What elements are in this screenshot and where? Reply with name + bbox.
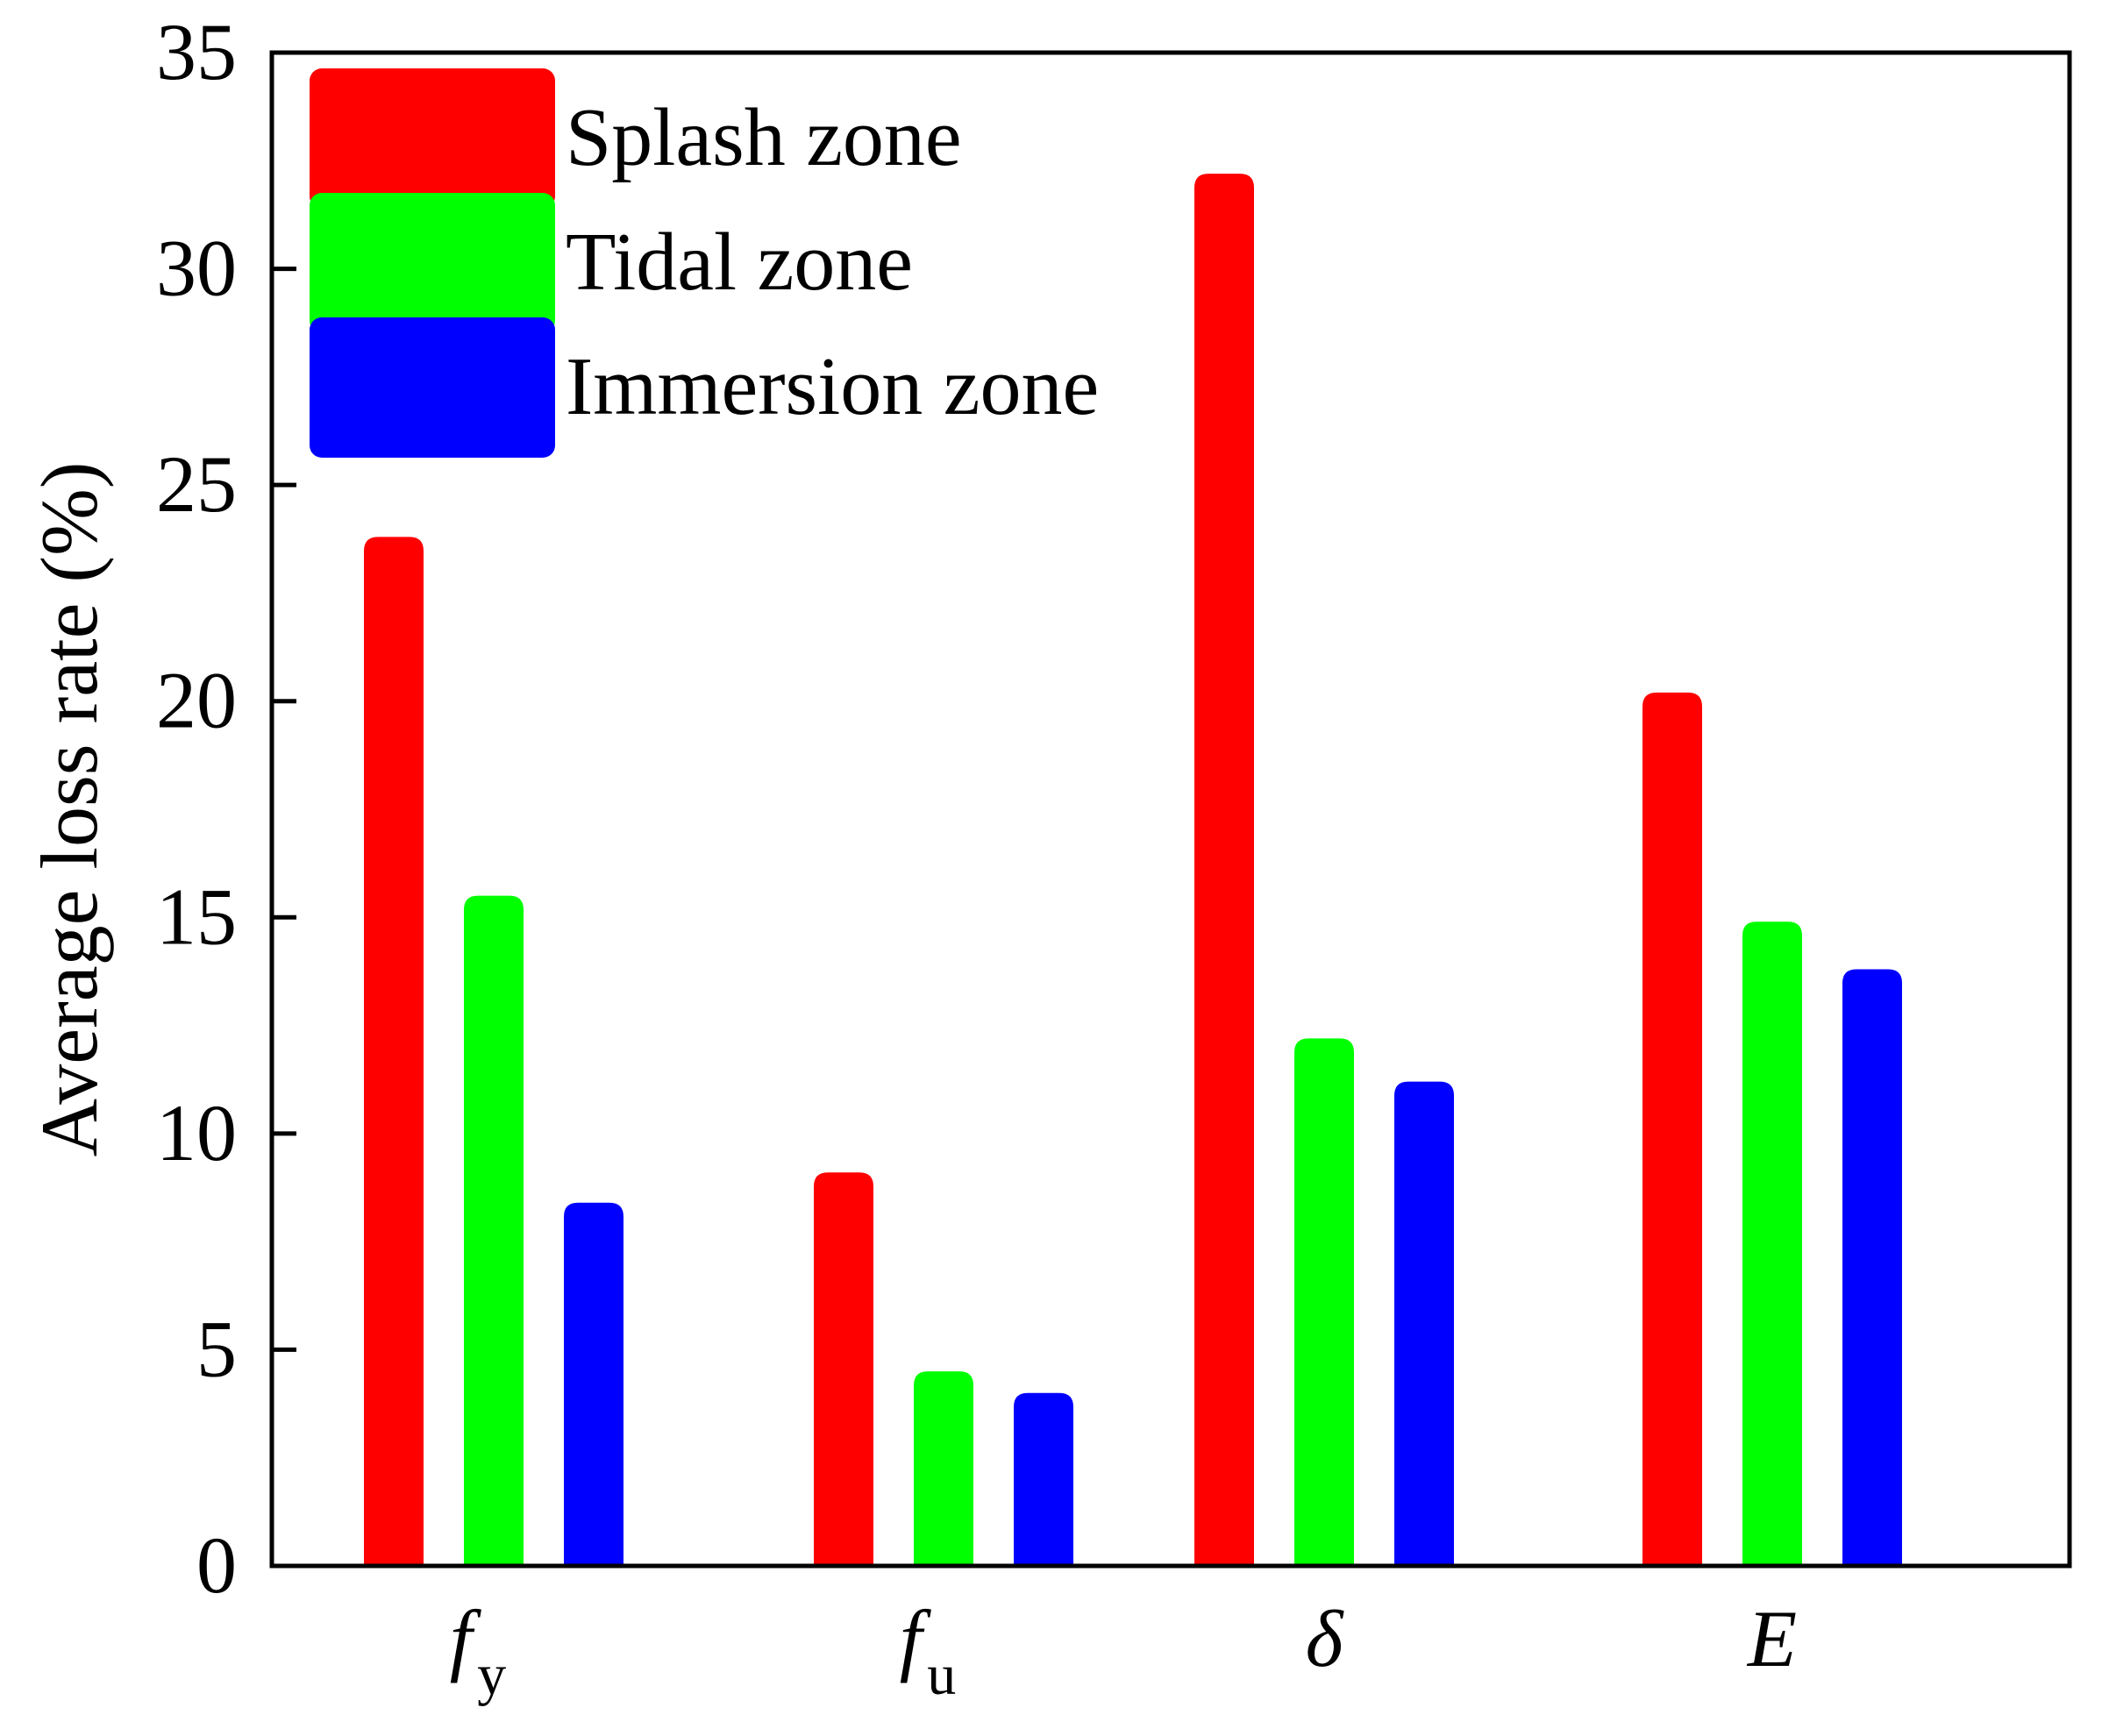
legend: Splash zone Tidal zone Immersion zone <box>310 68 1099 458</box>
bars-group <box>364 174 1902 1567</box>
x-tick-label: fu <box>900 1594 957 1707</box>
bar-immersion-zone-0 <box>564 1202 623 1566</box>
x-tick-label: E <box>1746 1594 1797 1683</box>
bar-splash-zone-0 <box>364 537 424 1566</box>
y-tick-label: 5 <box>196 1304 237 1393</box>
legend-label: Splash zone <box>566 92 962 183</box>
bar-immersion-zone-2 <box>1394 1081 1454 1566</box>
y-tick-label: 0 <box>196 1520 237 1610</box>
x-tick-label: fy <box>450 1594 507 1707</box>
legend-swatch-tidal-zone <box>310 193 555 333</box>
legend-swatch-immersion-zone <box>310 317 555 458</box>
legend-swatch-splash-zone <box>310 68 555 209</box>
bar-immersion-zone-1 <box>1014 1392 1073 1566</box>
bar-tidal-zone-1 <box>914 1371 973 1566</box>
bar-tidal-zone-3 <box>1742 921 1802 1566</box>
bar-immersion-zone-3 <box>1842 969 1902 1566</box>
legend-label: Tidal zone <box>566 217 913 308</box>
y-tick-label: 10 <box>156 1088 237 1177</box>
y-tick-label: 35 <box>156 7 237 96</box>
legend-label: Immersion zone <box>566 341 1099 432</box>
y-axis-title: Average loss rate (%) <box>25 462 114 1157</box>
y-tick-label: 30 <box>156 224 237 313</box>
bar-splash-zone-2 <box>1194 174 1254 1567</box>
y-tick-label: 25 <box>156 439 237 529</box>
bar-splash-zone-3 <box>1642 692 1702 1566</box>
bar-splash-zone-1 <box>814 1172 873 1566</box>
bar-tidal-zone-0 <box>464 895 524 1566</box>
plot-frame <box>269 50 2072 1569</box>
x-tick-label: δ <box>1306 1594 1344 1683</box>
x-axis: fy fu δ E <box>450 1594 1797 1707</box>
y-tick-label: 15 <box>156 872 237 961</box>
y-tick-label: 20 <box>156 656 237 745</box>
y-axis: 0 5 10 15 20 25 30 35 <box>156 7 296 1610</box>
bar-tidal-zone-2 <box>1294 1038 1354 1566</box>
